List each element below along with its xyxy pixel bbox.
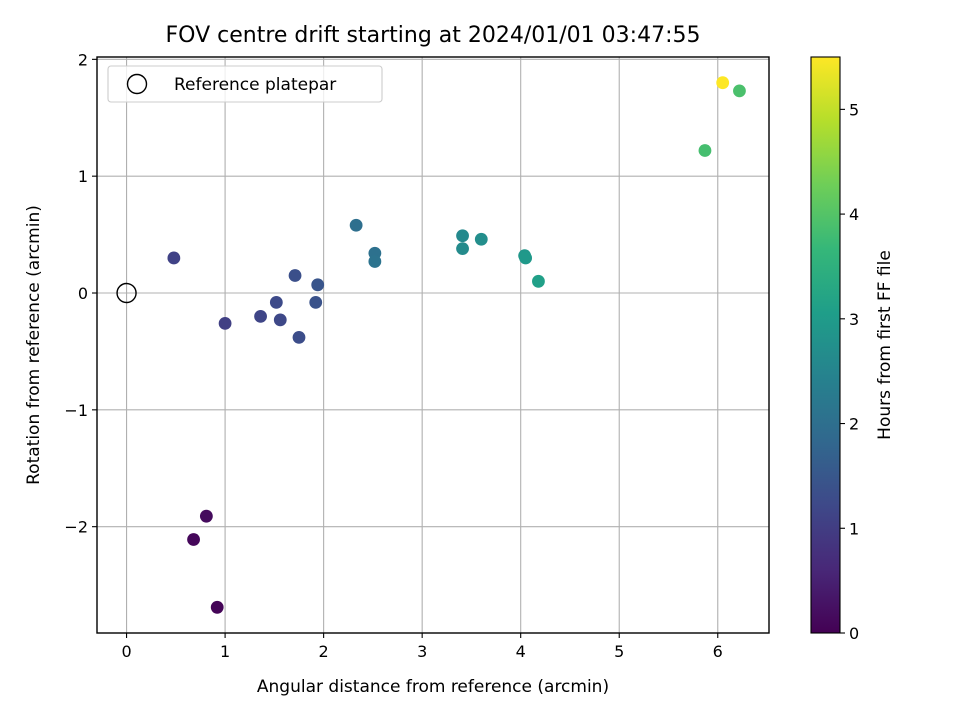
- colorbar: 0 1 2 3 4 5 Hours from first FF file: [810, 56, 895, 643]
- colorbar-gradient: [811, 57, 840, 633]
- data-point: [210, 600, 224, 614]
- data-point: [292, 331, 306, 344]
- x-tick-label: 4: [516, 642, 526, 661]
- data-point: [474, 232, 488, 246]
- data-point: [288, 269, 302, 282]
- colorbar-tick-label: 2: [849, 415, 859, 434]
- legend-reference-marker: [126, 73, 148, 95]
- data-point: [199, 509, 213, 523]
- colorbar-tick-label: 1: [849, 519, 859, 538]
- y-tick-label: −1: [64, 401, 88, 420]
- x-tick-label: 6: [713, 642, 723, 661]
- data-point: [273, 313, 287, 327]
- data-point: [269, 295, 283, 309]
- x-tick-label: 2: [319, 642, 329, 661]
- colorbar-tick-label: 4: [849, 205, 859, 224]
- data-point: [698, 144, 712, 157]
- data-point: [309, 295, 323, 309]
- legend-entry-reference: Reference platepar: [174, 75, 336, 95]
- colorbar-tick-label: 3: [849, 310, 859, 329]
- x-tick-label: 1: [220, 642, 230, 661]
- legend-box: [107, 65, 383, 103]
- y-tick-label: 1: [78, 167, 88, 186]
- legend: Reference platepar: [107, 65, 383, 103]
- colorbar-tick-label: 0: [849, 624, 859, 643]
- y-tick-label: −2: [64, 518, 88, 537]
- data-point: [716, 76, 730, 90]
- data-point: [368, 255, 382, 268]
- colorbar-ticks: 0 1 2 3 4 5: [840, 100, 859, 643]
- y-axis-ticks: −2 −1 0 1 2: [64, 50, 97, 537]
- data-point: [733, 84, 746, 98]
- data-point: [218, 316, 232, 330]
- x-axis-ticks: 0 1 2 3 4 5 6: [121, 633, 723, 661]
- data-point: [254, 309, 267, 323]
- data-points: [116, 76, 746, 614]
- x-tick-label: 0: [121, 642, 131, 661]
- y-tick-label: 0: [78, 284, 88, 303]
- reference-platepar-marker: [116, 282, 137, 304]
- colorbar-frame: [810, 56, 841, 634]
- data-point: [187, 533, 200, 546]
- colorbar-tick-label: 5: [849, 100, 859, 119]
- data-point: [311, 278, 325, 292]
- x-axis-label: Angular distance from reference (arcmin): [257, 677, 609, 697]
- plot-frame: [96, 56, 770, 634]
- chart-title: FOV centre drift starting at 2024/01/01 …: [166, 23, 701, 48]
- data-point: [456, 242, 469, 256]
- x-tick-label: 3: [417, 642, 427, 661]
- colorbar-label: Hours from first FF file: [875, 250, 895, 440]
- data-point: [456, 229, 469, 243]
- x-tick-label: 5: [614, 642, 624, 661]
- y-tick-label: 2: [78, 50, 88, 69]
- data-point: [532, 274, 545, 288]
- data-point: [519, 251, 533, 265]
- data-point: [349, 218, 363, 232]
- y-axis-label: Rotation from reference (arcmin): [24, 205, 44, 485]
- data-point: [167, 251, 181, 265]
- grid-lines: [97, 57, 769, 633]
